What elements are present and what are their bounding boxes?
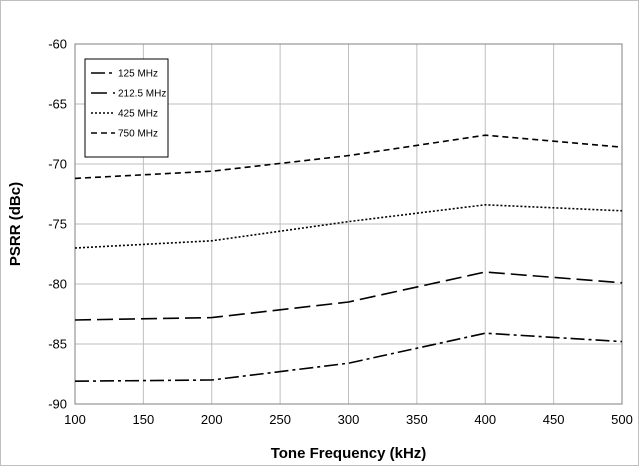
series-line [74, 332, 623, 382]
legend-label: 212.5 MHz [118, 89, 166, 100]
x-tick-label: 450 [543, 412, 565, 427]
y-tick-label: -65 [48, 97, 67, 112]
series-line [74, 271, 623, 321]
x-axis-title: Tone Frequency (kHz) [271, 445, 427, 462]
y-tick-label: -80 [48, 277, 67, 292]
series-line [74, 134, 623, 180]
legend-box [84, 58, 169, 158]
x-tick-label: 400 [474, 412, 496, 427]
series-layer [74, 134, 623, 382]
y-tick-label: -85 [48, 337, 67, 352]
x-tick-label: 200 [201, 412, 223, 427]
y-tick-label: -60 [48, 37, 67, 52]
x-tick-label: 250 [269, 412, 291, 427]
y-tick-label: -70 [48, 157, 67, 172]
x-tick-label: 350 [406, 412, 428, 427]
y-axis-title: PSRR (dBc) [7, 182, 24, 266]
y-tick-label: -90 [48, 397, 67, 412]
legend-label: 750 MHz [118, 129, 158, 140]
x-tick-label: 300 [338, 412, 360, 427]
x-tick-label: 150 [133, 412, 155, 427]
y-tick-label: -75 [48, 217, 67, 232]
x-tick-label: 100 [64, 412, 86, 427]
legend-label: 125 MHz [118, 69, 158, 80]
plot-area [74, 43, 623, 405]
legend: 125 MHz 212.5 MHz 425 MHz 750 MHz [84, 58, 169, 158]
x-tick-label: 500 [611, 412, 633, 427]
legend-label: 425 MHz [118, 109, 158, 120]
